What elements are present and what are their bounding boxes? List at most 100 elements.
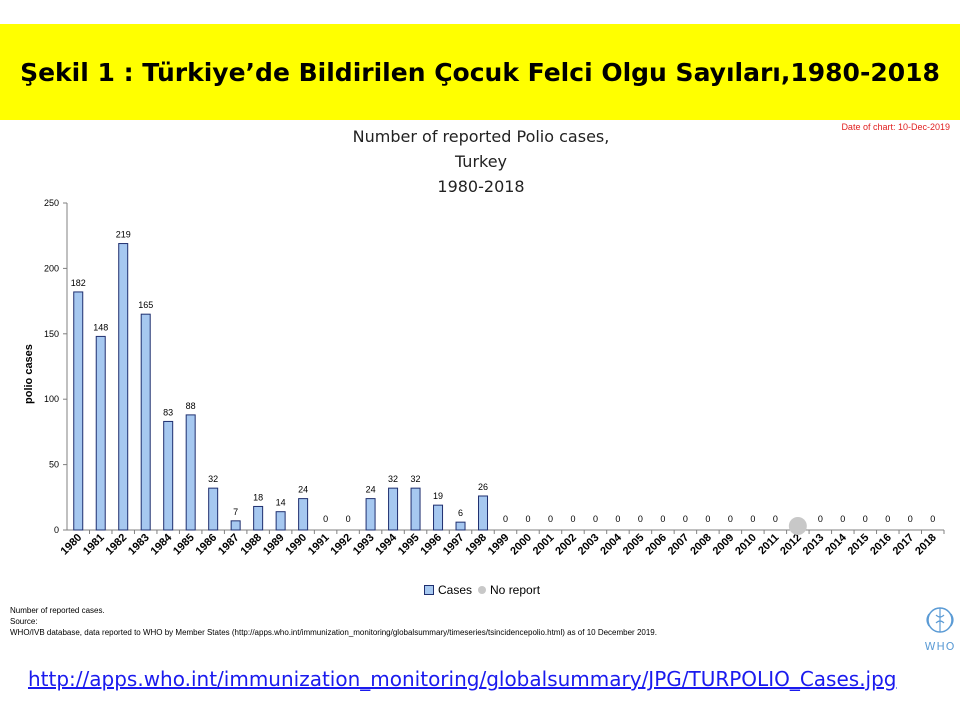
y-tick-label: 150 — [44, 329, 59, 339]
bar — [208, 487, 219, 531]
chart-title-line-2: Turkey — [454, 152, 508, 171]
data-label: 182 — [71, 278, 86, 288]
data-label: 7 — [233, 507, 238, 517]
bar — [95, 335, 106, 531]
data-label: 18 — [253, 492, 263, 502]
bar — [185, 414, 196, 531]
bar — [365, 498, 376, 531]
data-label: 0 — [525, 514, 530, 524]
data-label: 219 — [116, 230, 131, 240]
data-label: 0 — [930, 514, 935, 524]
data-label: 26 — [478, 482, 488, 492]
data-label: 24 — [366, 485, 376, 495]
y-tick-label: 250 — [44, 198, 59, 208]
bar — [410, 487, 421, 531]
data-label: 14 — [276, 498, 286, 508]
no-report-marker — [788, 517, 807, 535]
chart-title-line-3: 1980-2018 — [437, 177, 525, 196]
legend-no-report-marker — [478, 586, 487, 594]
data-label: 0 — [323, 514, 328, 524]
who-logo-text: WHO — [924, 640, 956, 653]
note-line-3: WHO/IVB database, data reported to WHO b… — [10, 628, 657, 637]
chart-date: Date of chart: 10-Dec-2019 — [841, 122, 950, 132]
x-tick-label: 1984 — [149, 531, 175, 557]
who-emblem-icon — [926, 607, 954, 633]
data-label: 0 — [840, 514, 845, 524]
bar — [230, 520, 241, 531]
data-label: 0 — [638, 514, 643, 524]
data-label: 0 — [908, 514, 913, 524]
bar — [73, 291, 84, 531]
bar — [140, 313, 151, 531]
x-tick-label: 1994 — [373, 531, 399, 557]
x-tick-label: 1981 — [81, 532, 107, 558]
x-tick-label: 2006 — [643, 532, 669, 558]
x-tick-label: 2016 — [868, 532, 894, 558]
data-label: 0 — [548, 514, 553, 524]
x-tick-label: 1987 — [216, 532, 242, 558]
bar — [163, 420, 174, 531]
data-label: 0 — [503, 514, 508, 524]
bar — [298, 498, 309, 531]
x-tick-label: 2018 — [913, 532, 939, 558]
x-tick-label: 2001 — [531, 532, 557, 558]
legend-no-report-label: No report — [490, 583, 541, 597]
x-tick-label: 1993 — [351, 532, 377, 558]
chart-legend: Cases No report — [424, 583, 540, 597]
data-label: 6 — [458, 508, 463, 518]
slide-title: Şekil 1 : Türkiye’de Bildirilen Çocuk Fe… — [20, 57, 940, 87]
chart-title-line-1: Number of reported Polio cases, — [352, 127, 610, 146]
y-tick-label: 100 — [44, 394, 59, 404]
x-tick-label: 2014 — [823, 531, 849, 557]
x-tick-label: 1996 — [418, 532, 444, 558]
bar — [433, 504, 444, 531]
x-tick-label: 1998 — [463, 532, 489, 558]
data-label: 83 — [163, 407, 173, 417]
data-label: 0 — [346, 514, 351, 524]
x-tick-label: 2010 — [733, 532, 759, 558]
y-tick-label: 200 — [44, 263, 59, 273]
title-banner: Şekil 1 : Türkiye’de Bildirilen Çocuk Fe… — [0, 24, 960, 120]
chart-title: Number of reported Polio cases, Turkey 1… — [281, 124, 681, 199]
data-label: 165 — [138, 300, 153, 310]
x-tick-label: 1999 — [486, 532, 512, 558]
data-label: 0 — [728, 514, 733, 524]
bar — [253, 505, 264, 531]
x-tick-label: 2003 — [576, 532, 602, 558]
x-tick-label: 2012 — [778, 532, 804, 558]
data-label: 32 — [388, 474, 398, 484]
data-label: 0 — [863, 514, 868, 524]
bar — [118, 243, 129, 531]
source-notes: Number of reported cases. Source: WHO/IV… — [10, 605, 657, 638]
x-tick-label: 2005 — [621, 532, 647, 558]
x-tick-label: 2007 — [666, 532, 692, 558]
x-tick-label: 1985 — [171, 532, 197, 558]
x-tick-label: 1982 — [104, 532, 130, 558]
data-label: 0 — [593, 514, 598, 524]
data-label: 0 — [683, 514, 688, 524]
bar — [455, 521, 466, 531]
x-tick-label: 2000 — [508, 532, 534, 558]
x-tick-label: 2002 — [553, 532, 579, 558]
legend-cases-swatch — [424, 585, 434, 595]
x-tick-label: 1983 — [126, 532, 152, 558]
x-tick-label: 2009 — [711, 532, 737, 558]
data-label: 0 — [660, 514, 665, 524]
y-tick-label: 50 — [49, 460, 59, 470]
bar — [388, 487, 399, 531]
data-label: 24 — [298, 485, 308, 495]
data-label: 32 — [411, 474, 421, 484]
data-label: 0 — [818, 514, 823, 524]
x-tick-label: 1991 — [306, 532, 332, 558]
x-tick-label: 1986 — [193, 532, 219, 558]
data-label: 0 — [885, 514, 890, 524]
bar — [478, 495, 489, 531]
source-link[interactable]: http://apps.who.int/immunization_monitor… — [28, 667, 897, 691]
x-tick-label: 1988 — [238, 532, 264, 558]
x-tick-label: 1997 — [441, 532, 467, 558]
bar — [275, 511, 286, 531]
data-label: 148 — [93, 322, 108, 332]
x-tick-label: 2008 — [688, 532, 714, 558]
x-tick-label: 2015 — [846, 532, 872, 558]
x-tick-label: 2017 — [891, 532, 917, 558]
